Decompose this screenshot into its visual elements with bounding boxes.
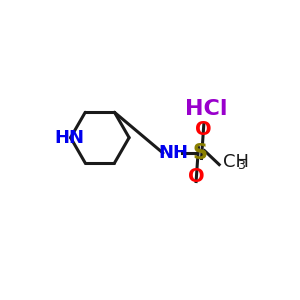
Text: HN: HN	[54, 129, 84, 147]
Text: O: O	[188, 167, 204, 186]
Text: CH: CH	[223, 152, 249, 170]
Text: O: O	[196, 120, 212, 140]
Text: NH: NH	[158, 144, 188, 162]
Text: HCl: HCl	[185, 99, 227, 119]
Text: S: S	[193, 143, 208, 163]
Text: 3: 3	[237, 159, 245, 172]
